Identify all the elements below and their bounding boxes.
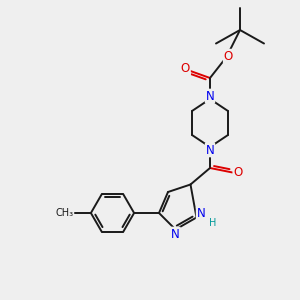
Text: O: O xyxy=(224,50,233,63)
Text: O: O xyxy=(233,166,242,179)
Text: CH₃: CH₃ xyxy=(56,208,74,218)
Text: N: N xyxy=(206,89,214,103)
Text: N: N xyxy=(206,143,214,157)
Text: H: H xyxy=(209,218,217,229)
Text: N: N xyxy=(171,227,180,241)
Text: O: O xyxy=(181,62,190,75)
Text: N: N xyxy=(196,207,206,220)
